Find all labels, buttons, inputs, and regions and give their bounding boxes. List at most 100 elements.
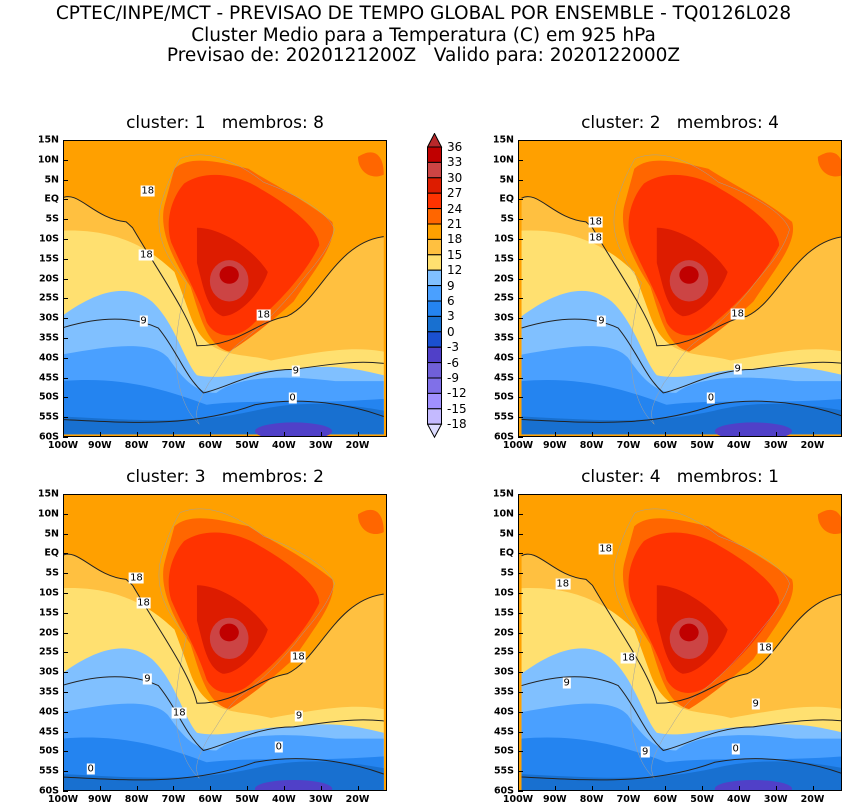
lon-tick-label: 80W — [579, 794, 604, 803]
lat-tick — [63, 513, 68, 515]
lon-tick — [136, 432, 138, 437]
contour-label: 18 — [621, 652, 636, 664]
colorbar-label: 24 — [447, 201, 463, 216]
lat-tick — [518, 751, 523, 753]
lat-tick — [518, 791, 523, 792]
contour-label: 9 — [733, 363, 742, 375]
contour-label: 0 — [288, 392, 297, 404]
lat-tick-label: 25S — [38, 646, 59, 658]
lat-tick-label: 10S — [493, 587, 514, 599]
lon-tick-label: 70W — [616, 794, 641, 803]
contour-label: 9 — [597, 315, 606, 327]
lon-tick-label: 20W — [345, 794, 370, 803]
shade-hot-right — [817, 509, 841, 534]
lat-tick-label: 35S — [493, 686, 514, 698]
lat-tick — [518, 731, 523, 733]
contour-label: 9 — [294, 710, 304, 722]
lat-tick-label: 50S — [493, 745, 514, 757]
lat-tick-label: 10N — [37, 154, 59, 166]
lon-tick — [357, 786, 359, 791]
temperature-map: 18 18 18 9 9 0 — [63, 140, 387, 437]
lon-tick — [320, 786, 322, 791]
lon-tick — [775, 432, 777, 437]
lat-tick-label: 20S — [38, 273, 59, 285]
lat-tick-label: 45S — [493, 726, 514, 738]
colorbar-swatch — [427, 362, 442, 379]
lon-tick-label: 30W — [763, 794, 788, 803]
colorbar-label: 33 — [447, 155, 463, 170]
contour-line — [522, 197, 841, 346]
lon-tick — [738, 432, 740, 437]
lon-tick-label: 80W — [579, 440, 604, 451]
lat-tick-label: 40S — [38, 352, 59, 364]
lon-tick-label: 50W — [235, 794, 259, 803]
lat-tick — [518, 513, 523, 515]
lon-tick — [357, 432, 359, 437]
lat-tick — [63, 791, 68, 792]
contour-line — [64, 554, 384, 703]
lon-tick-label: 60W — [653, 440, 678, 451]
colorbar-min-triangle — [427, 423, 443, 439]
shade-hot-right — [357, 509, 384, 535]
colorbar-swatch — [427, 285, 442, 302]
contour-label: 9 — [562, 677, 571, 689]
lat-tick — [518, 377, 523, 379]
lat-tick-label: 45S — [493, 372, 514, 384]
lat-tick-label: 45S — [38, 372, 59, 384]
contour-line — [522, 677, 841, 751]
lat-tick-label: EQ — [44, 193, 59, 205]
lat-tick-label: 40S — [493, 706, 514, 718]
colorbar-swatch — [427, 192, 442, 210]
lon-tick — [554, 432, 556, 437]
lon-tick — [320, 432, 322, 437]
colorbar-swatch — [427, 208, 442, 225]
contour-label: 9 — [751, 698, 760, 710]
colorbar-label: 12 — [447, 263, 463, 278]
lat-tick-label: 25S — [493, 646, 514, 658]
lon-tick — [518, 786, 519, 791]
contour-label: 18 — [730, 308, 745, 320]
contour-label: 18 — [757, 642, 773, 654]
lat-tick — [63, 278, 68, 280]
colorbar-label: 3 — [447, 309, 455, 324]
lon-tick — [665, 786, 667, 791]
lat-tick-label: 10N — [492, 154, 514, 166]
contour-label: 0 — [86, 763, 95, 775]
colorbar-label: 6 — [447, 294, 455, 308]
lat-tick — [518, 632, 523, 634]
panel-title: cluster: 4 membros: 1 — [581, 467, 779, 487]
lon-tick — [99, 786, 101, 791]
shade-hot-33 — [219, 623, 239, 642]
colorbar-max-triangle — [427, 133, 443, 148]
contour-label: 18 — [136, 597, 151, 609]
lon-tick — [591, 786, 593, 791]
shade-hot-right — [817, 152, 841, 177]
lat-tick — [518, 338, 523, 339]
colorbar: 36 33 30 27 24 21 18 15 12 9 6 3 0 -3 -6 -9 -12 -15 -18 — [427, 133, 487, 443]
lat-tick — [63, 357, 68, 359]
lat-tick-label: 15S — [38, 607, 59, 619]
contour-line — [64, 319, 384, 393]
lon-tick — [63, 786, 64, 791]
lon-tick — [247, 432, 249, 437]
lat-tick — [518, 652, 523, 654]
lat-tick-label: 15S — [38, 253, 59, 265]
lon-tick — [812, 432, 814, 437]
lat-tick — [518, 672, 523, 674]
lat-tick — [63, 711, 68, 713]
panel-title: cluster: 1 membros: 8 — [126, 113, 324, 133]
lat-tick — [63, 417, 68, 419]
lat-tick-label: 60S — [38, 785, 59, 797]
lon-tick — [554, 786, 556, 791]
contour-label: 18 — [555, 578, 571, 589]
lat-tick — [518, 593, 523, 594]
lat-tick-label: 50S — [38, 745, 59, 757]
lon-tick-label: 90W — [87, 440, 112, 451]
lat-tick — [63, 494, 68, 495]
lat-tick-label: 15N — [492, 134, 514, 146]
lat-tick-label: 50S — [493, 391, 514, 403]
coastline — [159, 155, 335, 424]
contour-label: 18 — [171, 707, 187, 719]
lon-tick — [702, 432, 704, 437]
